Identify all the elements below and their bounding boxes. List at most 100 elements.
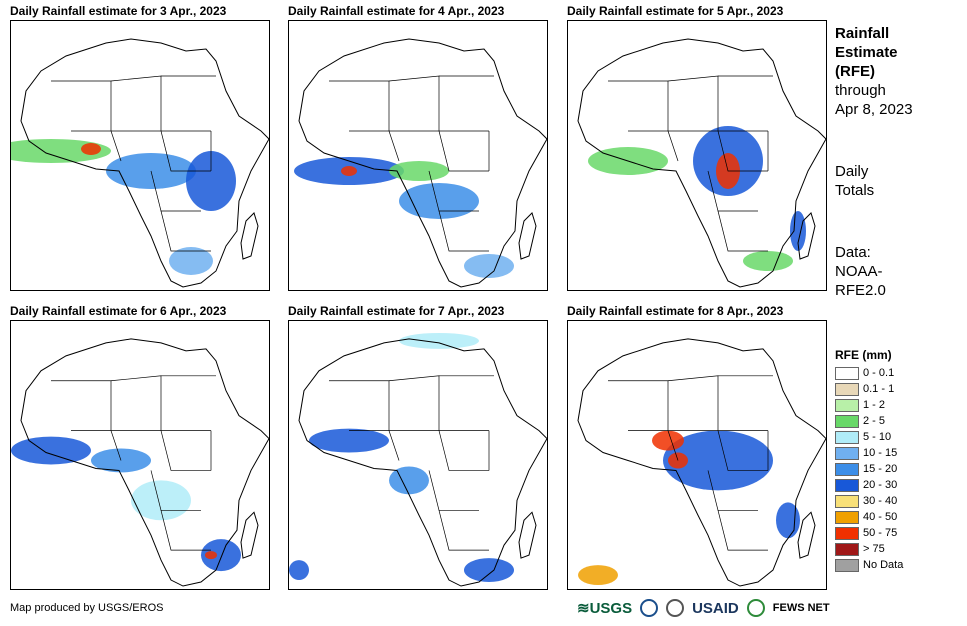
country-border [110, 75, 162, 131]
map-canvas [577, 338, 826, 587]
legend-swatch [835, 447, 859, 460]
fews-globe-icon [746, 599, 765, 617]
legend-label: 0 - 0.1 [863, 367, 895, 379]
country-border [329, 80, 390, 131]
map-canvas [294, 38, 547, 288]
rainfall-area [464, 558, 514, 583]
rainfall-map-3 [567, 20, 827, 291]
country-border [717, 130, 768, 172]
legend-label: 15 - 20 [863, 463, 898, 475]
country-border [438, 430, 489, 471]
country-border [667, 75, 719, 131]
rainfall-map-5 [288, 320, 548, 590]
rainfall-area [663, 430, 773, 491]
credit-text: Map produced by USGS/EROS [10, 602, 164, 614]
legend-label: 0.1 - 1 [863, 383, 895, 395]
legend-swatch [835, 383, 859, 396]
country-border [388, 375, 440, 431]
rainfall-area [743, 251, 793, 271]
map-canvas [11, 338, 269, 587]
legend-swatch [835, 399, 859, 412]
side-title-line1: Rainfall [835, 25, 890, 42]
africa-coastline [298, 38, 547, 288]
africa-coastline [577, 338, 826, 587]
side-data-line2: NOAA- [835, 263, 883, 280]
rainfall-area [186, 151, 236, 211]
country-border [110, 130, 122, 162]
rainfall-area [399, 332, 479, 349]
madagascar-coastline [797, 511, 816, 559]
side-daily-line2: Totals [835, 182, 875, 199]
rainfall-area [289, 560, 309, 581]
side-title: Rainfall Estimate (RFE) through Apr 8, 2… [835, 24, 913, 119]
rainfall-map-1 [10, 20, 270, 291]
map-canvas [289, 332, 547, 587]
madagascar-coastline [518, 511, 537, 559]
panel-title-1: Daily Rainfall estimate for 3 Apr., 2023 [10, 4, 227, 18]
rainfall-area [464, 254, 514, 278]
country-border [51, 380, 112, 431]
usgs-logo: ≋USGS [577, 600, 633, 617]
rainfall-area [776, 502, 800, 539]
side-through: through [835, 82, 886, 99]
legend-label: 10 - 15 [863, 447, 898, 459]
legend-swatch [835, 463, 859, 476]
logo-strip: ≋USGS USAID FEWS NET [577, 597, 830, 619]
country-border [428, 470, 479, 511]
fews-logo-text: FEWS NET [772, 602, 830, 614]
rainfall-area [205, 551, 217, 560]
country-border [388, 75, 440, 131]
legend-label: 30 - 40 [863, 495, 898, 507]
panel-title-3: Daily Rainfall estimate for 5 Apr., 2023 [567, 4, 784, 18]
rainfall-area [652, 430, 684, 451]
legend-swatch [835, 527, 859, 540]
legend-label: 1 - 2 [863, 399, 886, 411]
panel-title-5: Daily Rainfall estimate for 7 Apr., 2023 [288, 304, 505, 318]
usaid-logo-text: USAID [692, 599, 739, 617]
panel-title-6: Daily Rainfall estimate for 8 Apr., 2023 [567, 304, 784, 318]
rainfall-area [399, 183, 479, 219]
rainfall-area [169, 247, 213, 275]
rainfall-area [790, 211, 806, 251]
country-border [438, 210, 489, 252]
panel-title-4: Daily Rainfall estimate for 6 Apr., 2023 [10, 304, 227, 318]
country-border [608, 380, 669, 431]
legend-label: 50 - 75 [863, 527, 898, 539]
country-border [150, 470, 201, 511]
rainfall-area [309, 428, 389, 453]
country-border [438, 510, 489, 551]
legend-swatch [835, 511, 859, 524]
side-data: Data: NOAA- RFE2.0 [835, 243, 886, 300]
country-border [160, 510, 211, 551]
country-border [667, 130, 679, 162]
rainfall-map-6 [567, 320, 827, 590]
legend-swatch [835, 559, 859, 572]
legend-title: RFE (mm) [835, 348, 892, 362]
legend-label: > 75 [863, 543, 885, 555]
africa-coastline [20, 338, 269, 587]
country-border [160, 210, 211, 252]
country-border [329, 380, 390, 431]
map-canvas [11, 38, 269, 288]
rainfall-area [389, 161, 449, 181]
rainfall-map-2 [288, 20, 548, 291]
noaa-seal-icon [640, 599, 659, 617]
legend-label: 20 - 30 [863, 479, 898, 491]
country-border [608, 80, 669, 131]
country-border [438, 130, 489, 172]
map-canvas [577, 38, 826, 288]
country-border [667, 430, 679, 461]
africa-coastline [577, 38, 826, 288]
country-border [388, 130, 400, 162]
rainfall-area [81, 143, 101, 155]
side-date: Apr 8, 2023 [835, 101, 913, 118]
rainfall-area [341, 166, 357, 176]
side-daily: Daily Totals [835, 162, 874, 200]
usaid-seal-icon [666, 599, 685, 617]
madagascar-coastline [518, 212, 537, 260]
country-border [717, 210, 768, 252]
country-border [717, 430, 768, 471]
legend-swatch [835, 479, 859, 492]
legend-label: No Data [863, 559, 904, 571]
side-title-line2: Estimate [835, 44, 898, 61]
